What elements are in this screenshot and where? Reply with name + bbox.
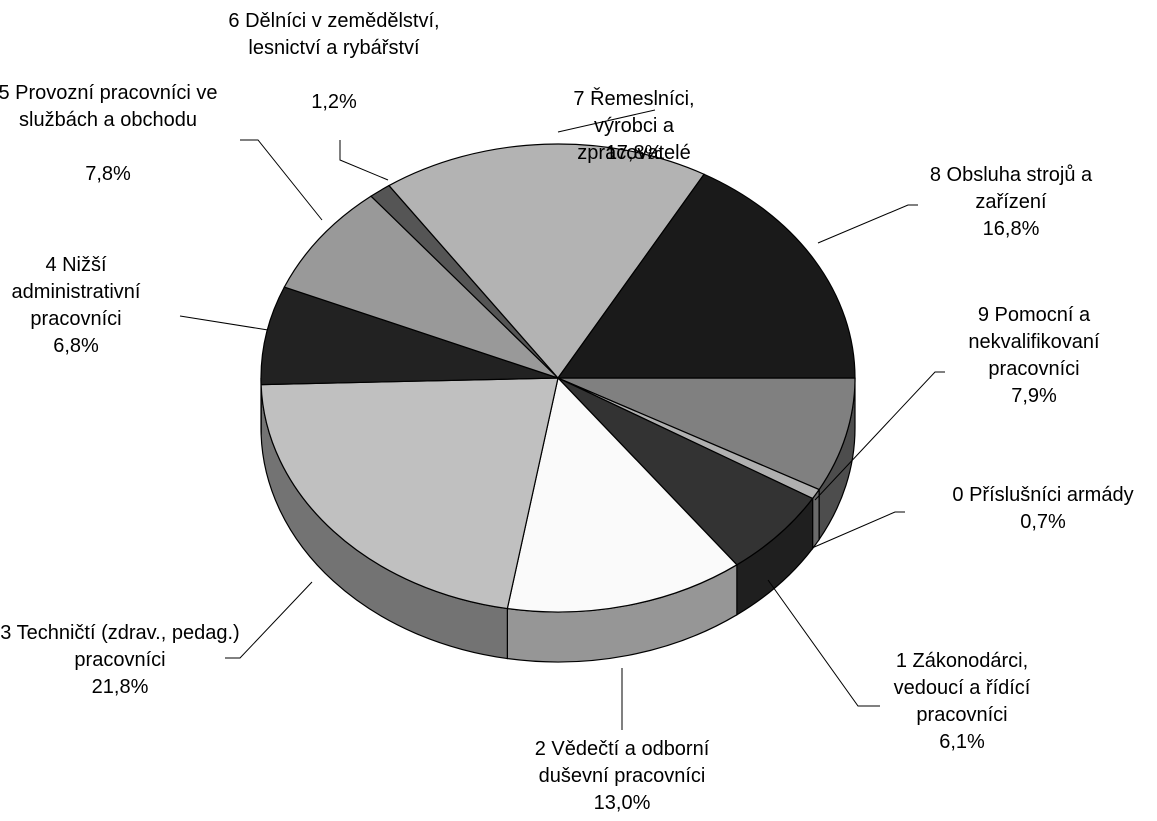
category-label: 6 Dělníci v zemědělství, lesnictví a ryb… (228, 10, 440, 59)
slice (557, 377, 856, 491)
category-label: 0 Příslušníci armády (952, 484, 1134, 506)
value-label: 17,8% (605, 142, 663, 164)
category-label: 5 Provozní pracovníci ve službách a obch… (0, 82, 218, 131)
leader-line (225, 581, 313, 659)
leader-line (817, 204, 918, 244)
category-label: 9 Pomocní a nekvalifikovaní pracovníci (968, 304, 1100, 380)
slice (283, 195, 559, 379)
leader-line (339, 140, 389, 181)
value-label: 13,0% (593, 792, 651, 814)
category-label: 4 Nižší administrativní pracovníci (11, 254, 141, 330)
value-label: 6,1% (939, 731, 985, 753)
category-label: 1 Zákonodárci, vedoucí a řídící pracovní… (893, 650, 1031, 726)
leader-line (767, 579, 880, 707)
slice (260, 286, 559, 386)
slice (556, 173, 856, 379)
leader-line (557, 109, 656, 133)
leader-line (811, 511, 905, 549)
category-label: 2 Vědečtí a odborní duševní pracovníci (534, 738, 710, 787)
category-label: 8 Obsluha strojů a zařízení (929, 164, 1093, 213)
slice (388, 143, 705, 379)
category-label: 3 Techničtí (zdrav., pedag.) pracovníci (0, 622, 240, 671)
value-label: 21,8% (91, 676, 149, 698)
value-label: 6,8% (53, 335, 99, 357)
value-label: 7,9% (1011, 385, 1057, 407)
slice (506, 376, 738, 613)
value-label: 16,8% (982, 218, 1040, 240)
category-label: 7 Řemeslníci, výrobci a zpracovatelé (573, 88, 695, 164)
leader-line (814, 371, 945, 501)
leader-line (240, 139, 323, 221)
value-label: 0,7% (1020, 511, 1066, 533)
value-label: 7,8% (85, 163, 131, 185)
leader-line (179, 315, 269, 331)
slice (260, 377, 559, 610)
value-label: 1,2% (311, 91, 357, 113)
